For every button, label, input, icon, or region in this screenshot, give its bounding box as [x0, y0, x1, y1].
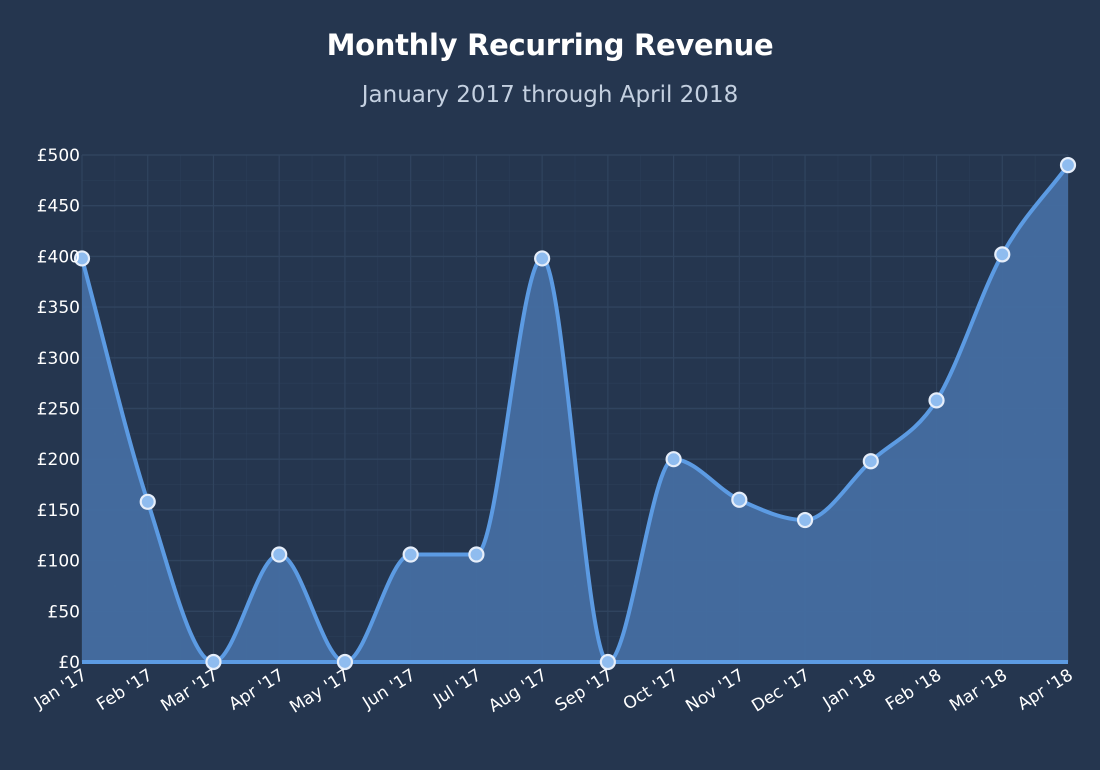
- data-point[interactable]: [731, 491, 748, 508]
- y-tick-label: £200: [37, 450, 80, 470]
- area-layer: [82, 165, 1068, 662]
- data-point[interactable]: [928, 392, 945, 409]
- data-point[interactable]: [271, 546, 288, 563]
- data-point[interactable]: [534, 250, 551, 267]
- y-tick-label: £500: [37, 146, 80, 166]
- data-point[interactable]: [665, 451, 682, 468]
- y-axis-ticks: £0 £50 £100 £150 £200 £250 £300 £350 £400 £450 £50…: [37, 146, 80, 673]
- x-tick-label: Feb '18: [882, 665, 945, 715]
- x-tick-label: Jun '17: [358, 665, 419, 713]
- y-tick-label: £150: [37, 501, 80, 521]
- x-tick-label: Mar '17: [157, 665, 222, 716]
- chart-title: Monthly Recurring Revenue: [326, 28, 774, 62]
- x-tick-label: Oct '17: [620, 665, 682, 714]
- x-tick-label: Apr '18: [1014, 665, 1076, 714]
- x-tick-label: Jul '17: [429, 665, 485, 710]
- x-tick-label: Sep '17: [552, 665, 617, 716]
- data-point[interactable]: [205, 653, 222, 671]
- data-point[interactable]: [994, 246, 1011, 263]
- y-tick-label: £100: [37, 552, 80, 572]
- data-point[interactable]: [862, 453, 879, 470]
- x-tick-label: Nov '17: [682, 665, 748, 716]
- y-tick-label: £250: [37, 400, 80, 420]
- x-tick-label: Apr '17: [225, 665, 287, 714]
- data-point[interactable]: [336, 653, 354, 671]
- marker-layer: [73, 157, 1077, 671]
- data-point[interactable]: [1059, 157, 1077, 174]
- chart-subtitle: January 2017 through April 2018: [361, 82, 739, 108]
- x-tick-label: May '17: [286, 665, 353, 717]
- data-point[interactable]: [599, 653, 616, 671]
- data-point[interactable]: [402, 546, 419, 563]
- data-point[interactable]: [796, 511, 814, 529]
- x-tick-label: Mar '18: [946, 665, 1011, 716]
- x-tick-label: Feb '17: [93, 665, 156, 715]
- y-tick-label: £50: [48, 602, 80, 622]
- data-point[interactable]: [139, 493, 156, 510]
- line-layer: [80, 163, 1070, 664]
- data-point[interactable]: [468, 546, 485, 563]
- y-tick-label: £350: [37, 298, 80, 318]
- y-tick-label: £450: [37, 197, 80, 217]
- series-area: [82, 165, 1068, 662]
- x-tick-label: Aug '17: [485, 665, 551, 716]
- x-tick-label: Jan '18: [819, 665, 880, 713]
- y-tick-label: £400: [37, 247, 80, 267]
- series-line: [80, 163, 1070, 664]
- y-tick-label: £300: [37, 349, 80, 369]
- x-tick-label: Dec '17: [748, 665, 813, 716]
- y-tick-label: £0: [58, 653, 80, 673]
- data-point[interactable]: [73, 250, 91, 267]
